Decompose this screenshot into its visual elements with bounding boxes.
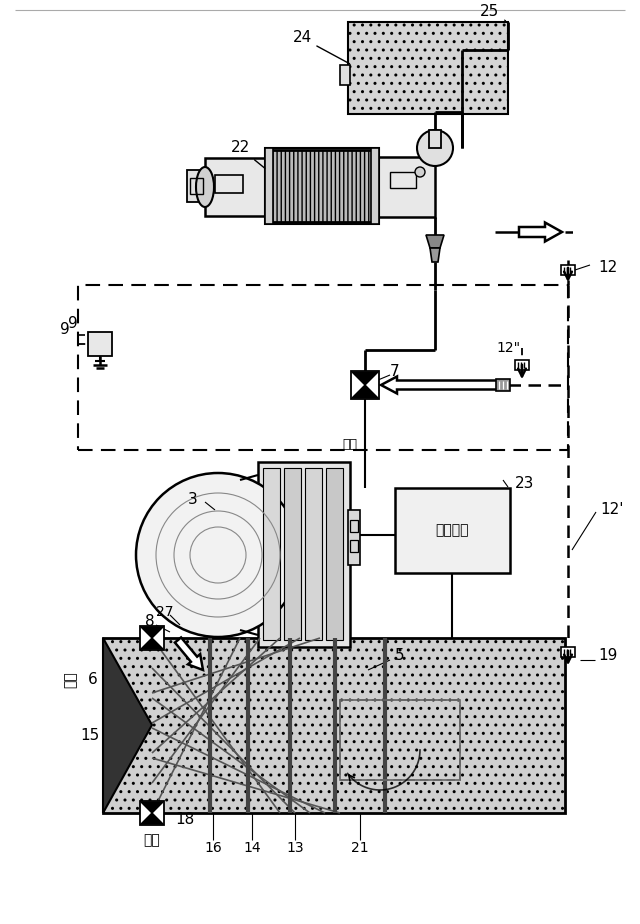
Bar <box>351 371 379 399</box>
Bar <box>305 468 322 640</box>
Text: 27: 27 <box>156 605 173 619</box>
Bar <box>429 130 441 148</box>
Text: 閉止: 閉止 <box>342 439 358 452</box>
Polygon shape <box>141 813 163 824</box>
Bar <box>340 65 350 85</box>
Text: 3: 3 <box>188 492 198 507</box>
Text: 22: 22 <box>230 140 265 168</box>
Bar <box>390 172 416 188</box>
Circle shape <box>417 130 453 166</box>
Text: 7: 7 <box>390 364 400 380</box>
FancyArrow shape <box>175 638 203 670</box>
Polygon shape <box>141 627 163 638</box>
Bar <box>90 335 110 355</box>
Text: 23: 23 <box>515 476 534 491</box>
Polygon shape <box>352 372 378 385</box>
Bar <box>78 285 568 450</box>
Bar <box>371 148 379 224</box>
Text: 9: 9 <box>68 315 78 331</box>
Bar <box>340 700 460 780</box>
Bar <box>561 265 575 275</box>
FancyArrow shape <box>381 376 508 394</box>
Bar <box>326 468 343 640</box>
Bar <box>190 178 203 194</box>
Text: 制御装置: 制御装置 <box>435 523 468 537</box>
Bar <box>263 468 280 640</box>
Text: 19: 19 <box>598 648 618 663</box>
Polygon shape <box>430 248 440 262</box>
Bar <box>348 22 508 114</box>
Bar <box>140 801 164 825</box>
Polygon shape <box>103 638 152 813</box>
Polygon shape <box>141 802 163 813</box>
Bar <box>350 540 358 552</box>
Text: 16: 16 <box>204 841 222 855</box>
Bar <box>350 520 358 532</box>
Bar <box>496 379 510 391</box>
Polygon shape <box>352 385 378 398</box>
Polygon shape <box>426 235 444 248</box>
Text: 13: 13 <box>286 841 304 855</box>
Bar <box>348 510 360 565</box>
Bar <box>265 148 379 224</box>
Bar <box>395 488 510 573</box>
Bar <box>561 647 575 657</box>
Bar <box>265 148 273 224</box>
Bar <box>515 360 529 370</box>
Text: 21: 21 <box>351 841 369 855</box>
Text: 閉止: 閉止 <box>143 833 161 847</box>
Bar <box>205 158 267 216</box>
Bar <box>187 170 207 202</box>
Bar <box>103 638 565 813</box>
Bar <box>377 157 435 217</box>
Text: 5: 5 <box>395 648 405 663</box>
Text: 開放: 開放 <box>63 672 77 688</box>
Text: 8: 8 <box>145 614 155 629</box>
Text: 9: 9 <box>60 322 70 337</box>
Bar <box>340 700 460 780</box>
Text: 15: 15 <box>81 727 100 743</box>
Text: 12": 12" <box>496 341 520 355</box>
Text: 6: 6 <box>88 673 98 687</box>
Bar <box>88 332 112 356</box>
Bar <box>284 468 301 640</box>
Text: 14: 14 <box>243 841 261 855</box>
Circle shape <box>136 473 300 637</box>
Polygon shape <box>141 638 163 649</box>
Ellipse shape <box>196 167 214 207</box>
Text: 18: 18 <box>175 812 195 828</box>
Circle shape <box>415 167 425 177</box>
FancyArrow shape <box>519 223 562 241</box>
Bar <box>267 150 377 222</box>
Bar <box>258 462 350 647</box>
Text: 24: 24 <box>292 30 349 64</box>
Text: 12': 12' <box>600 503 623 517</box>
Bar <box>140 626 164 650</box>
Text: 12: 12 <box>598 261 617 275</box>
Bar <box>215 175 243 193</box>
Text: 25: 25 <box>480 5 506 20</box>
